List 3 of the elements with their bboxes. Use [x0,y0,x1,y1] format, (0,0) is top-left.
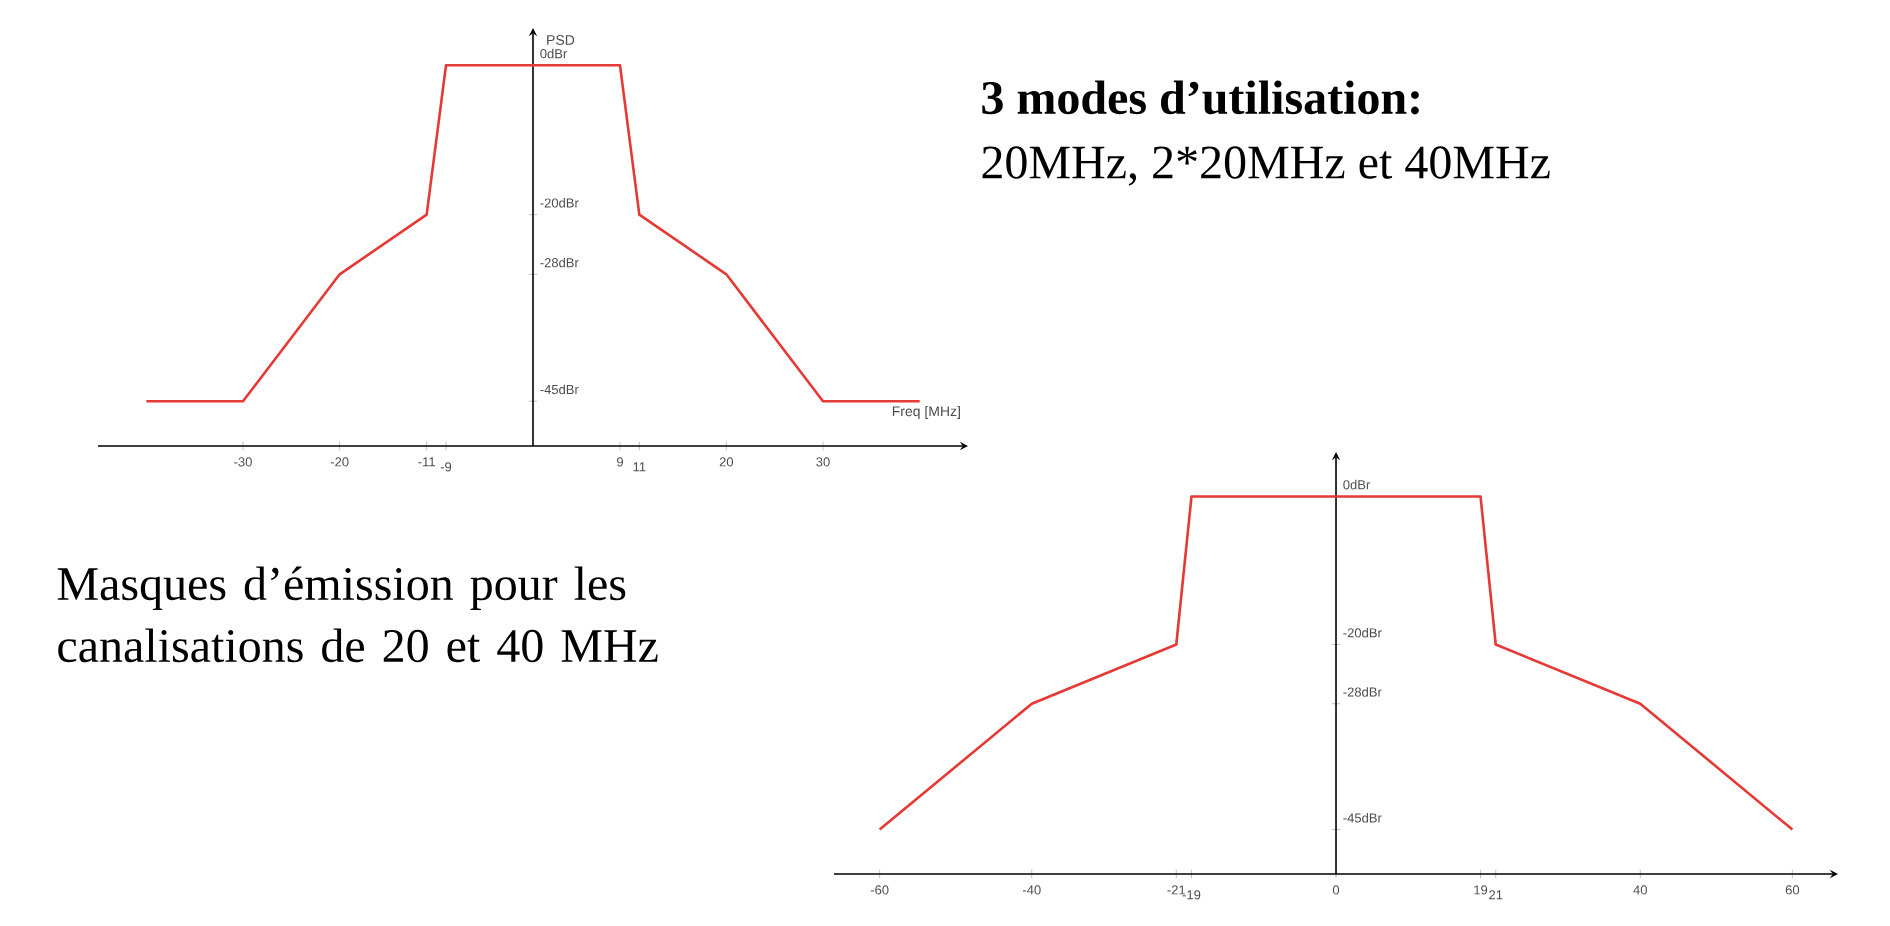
text: 20MHz, 2*20MHz et 40MHz [982,146,1550,186]
text: 3 modes d’utilisation: [982,80,1419,115]
text: Masques d’émission pour les canalisations de 20 et 40 MHz [57,566,658,663]
